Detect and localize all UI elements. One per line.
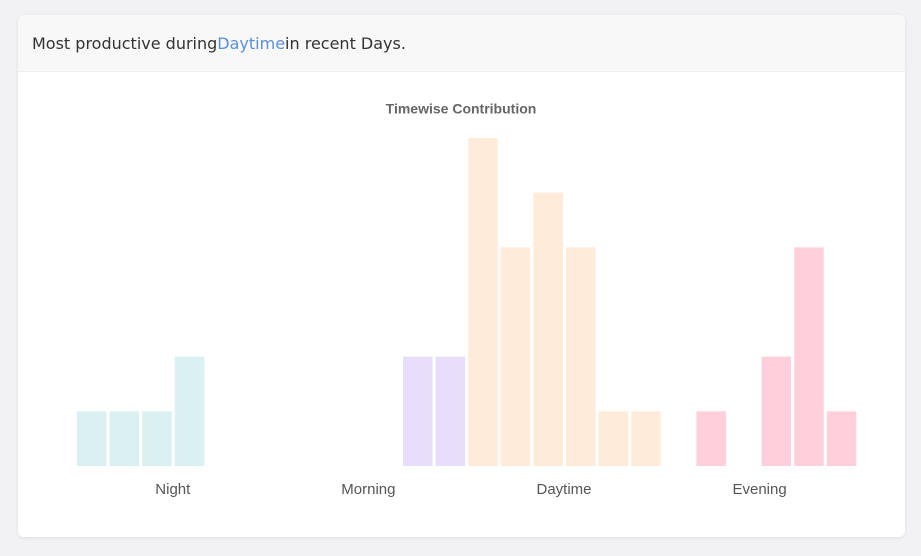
header-text: Most productive during: [32, 33, 218, 53]
bar: [533, 192, 563, 466]
header-highlight: Daytime: [217, 33, 286, 53]
bar: [826, 411, 857, 466]
group-label: Morning: [341, 481, 395, 498]
group-label: Night: [155, 481, 191, 498]
bar: [696, 411, 726, 466]
bar: [631, 411, 661, 466]
bar: [142, 411, 172, 466]
card-header: Most productive during Daytime in recent…: [18, 15, 905, 72]
bar: [174, 356, 205, 466]
header-text: in recent Days.: [285, 33, 406, 53]
bar: [109, 411, 140, 466]
bar: [761, 356, 792, 466]
bar: [403, 356, 433, 466]
bar: [435, 356, 466, 466]
group-label: Daytime: [536, 481, 591, 498]
bar: [77, 411, 107, 466]
bar: [794, 247, 824, 466]
bar: [566, 247, 596, 466]
bar: [598, 411, 629, 466]
bar: [500, 247, 531, 466]
group-label: Evening: [732, 481, 786, 498]
bar: [468, 138, 498, 466]
chart-title: Timewise Contribution: [386, 101, 537, 117]
